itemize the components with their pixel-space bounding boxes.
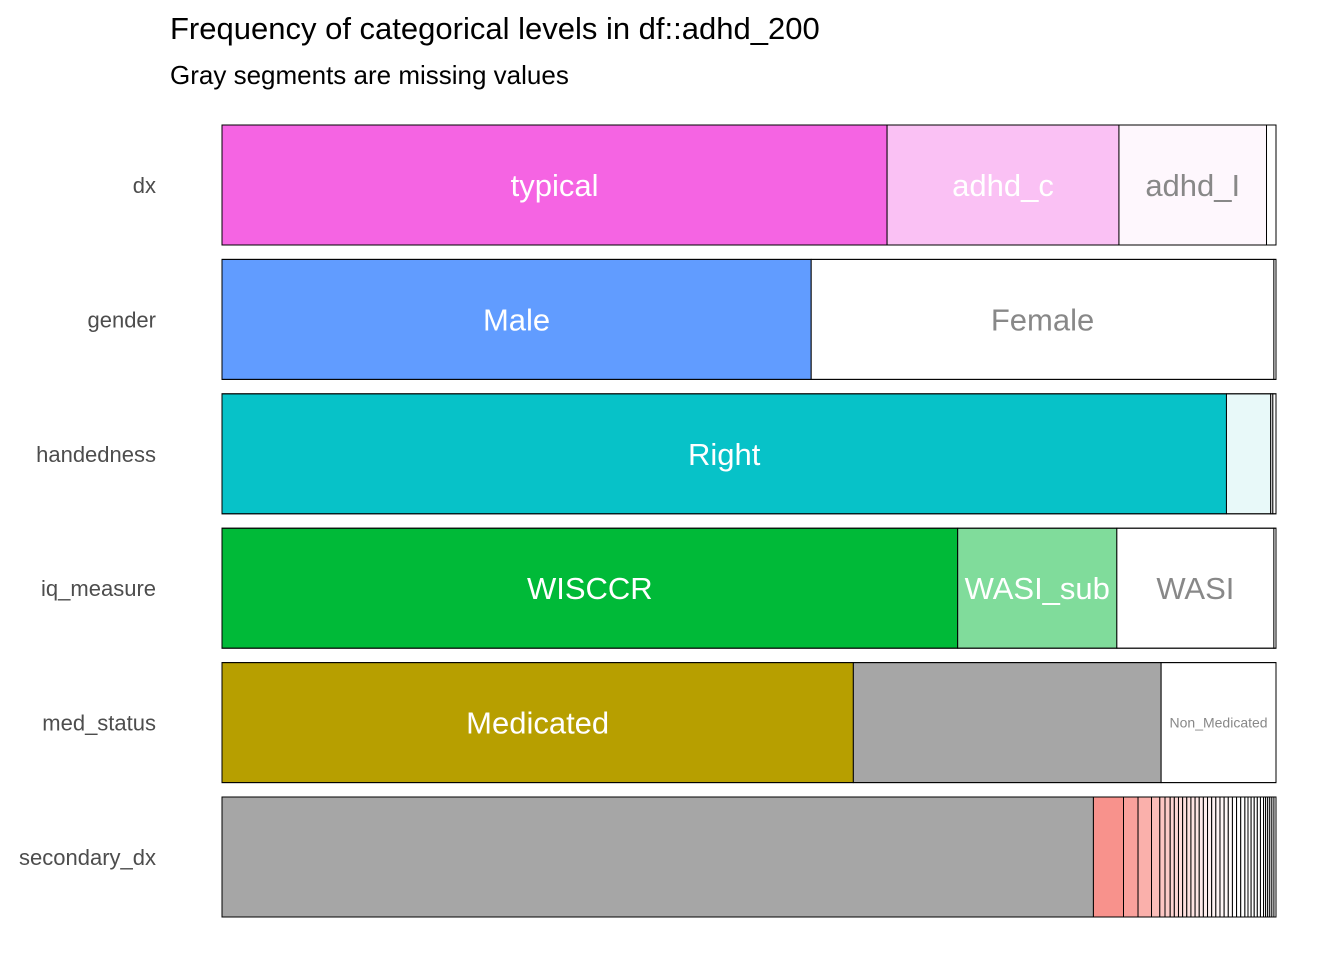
bar-segment bbox=[1190, 796, 1196, 918]
segment-label: adhd_c bbox=[952, 168, 1054, 203]
bar-row-gender: gender Male Female bbox=[87, 258, 1277, 380]
row-label: dx bbox=[133, 173, 156, 198]
row-label: handedness bbox=[36, 442, 156, 467]
chart-title: Frequency of categorical levels in df::a… bbox=[170, 11, 820, 46]
segment-label: Right bbox=[688, 437, 761, 472]
bar-segment bbox=[221, 124, 888, 246]
segment-label: Non_Medicated bbox=[1170, 715, 1268, 731]
bar-row-handedness: handedness Right bbox=[36, 393, 1277, 515]
bar-segment bbox=[1225, 393, 1272, 515]
bar-border bbox=[221, 393, 1277, 515]
segment-label: Female bbox=[991, 302, 1094, 337]
bar-segment bbox=[1215, 796, 1221, 918]
bar-segment bbox=[1207, 796, 1213, 918]
bar-segment bbox=[1240, 796, 1246, 918]
segment-label: typical bbox=[511, 168, 599, 203]
bar-segment bbox=[957, 527, 1118, 649]
row-label: gender bbox=[87, 307, 156, 332]
bar-segment bbox=[1159, 796, 1166, 918]
bar-segment bbox=[1123, 796, 1139, 918]
segment-label: Male bbox=[483, 302, 550, 337]
segment-label: WASI_sub bbox=[965, 571, 1110, 606]
bar-segment bbox=[1194, 796, 1200, 918]
bar-segment bbox=[1169, 796, 1175, 918]
bar-border bbox=[221, 124, 1277, 246]
bar-segment bbox=[1116, 527, 1275, 649]
bar-border bbox=[221, 527, 1277, 649]
bar-segment bbox=[221, 796, 1094, 918]
bar-segment bbox=[1227, 796, 1233, 918]
bar-segment bbox=[1118, 124, 1268, 246]
bar-segment bbox=[1223, 796, 1229, 918]
bar-row-iq-measure: iq_measure WISCCR WASI_sub WASI bbox=[41, 527, 1277, 649]
chart-subtitle: Gray segments are missing values bbox=[170, 60, 569, 90]
bar-segment bbox=[1151, 796, 1161, 918]
bar-segment bbox=[1137, 796, 1153, 918]
bar-border bbox=[221, 662, 1277, 784]
bar-row-secondary-dx: secondary_dx bbox=[19, 796, 1277, 918]
bar-segment bbox=[1231, 796, 1238, 918]
bar-segment bbox=[1219, 796, 1225, 918]
bar-segment bbox=[1092, 796, 1125, 918]
row-label: secondary_dx bbox=[19, 845, 156, 870]
bar-border bbox=[221, 796, 1277, 918]
bar-segment bbox=[1186, 796, 1192, 918]
bar-row-med-status: med_status Medicated Non_Medicated bbox=[42, 662, 1277, 784]
bar-segment bbox=[1160, 662, 1277, 784]
row-label: iq_measure bbox=[41, 576, 156, 601]
segment-label: adhd_I bbox=[1145, 168, 1240, 203]
bar-segment bbox=[1177, 796, 1184, 918]
segment-label: Medicated bbox=[466, 706, 609, 741]
bar-border bbox=[221, 258, 1277, 380]
bar-segment bbox=[1211, 796, 1217, 918]
row-label: med_status bbox=[42, 711, 156, 736]
bar-segment bbox=[1236, 796, 1242, 918]
bar-segment bbox=[1202, 796, 1209, 918]
bar-segment bbox=[1198, 796, 1204, 918]
bar-segment bbox=[852, 662, 1162, 784]
bar-segment bbox=[221, 393, 1227, 515]
bar-segment bbox=[1182, 796, 1188, 918]
bar-row-dx: dx typical adhd_c adhd_I bbox=[133, 124, 1277, 246]
segment-label: WASI bbox=[1156, 571, 1234, 606]
bar-segment bbox=[1173, 796, 1179, 918]
bar-segment bbox=[1164, 796, 1171, 918]
bar-segment bbox=[810, 258, 1275, 380]
segment-label: WISCCR bbox=[527, 571, 653, 606]
bar-segment bbox=[1266, 124, 1277, 246]
